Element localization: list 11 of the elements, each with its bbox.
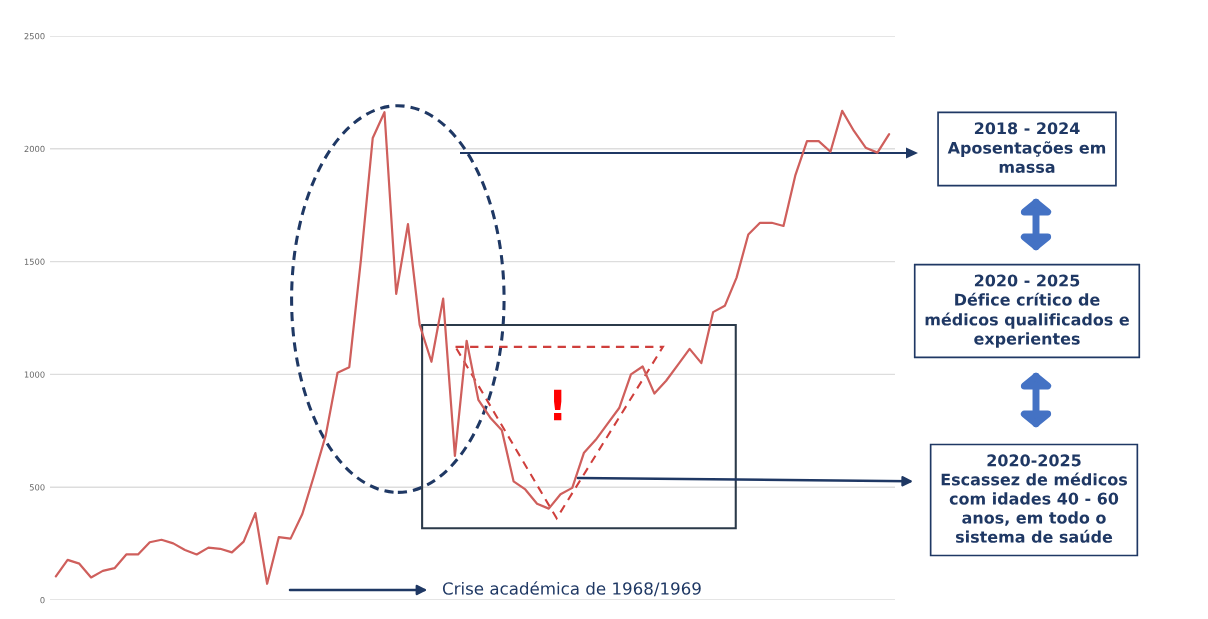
text: 2020-2025 Escassez de médicos com idades 40 - 60 anos, em todo o sistema de saúde bbox=[941, 454, 1128, 543]
y-tick-label: 1500 bbox=[24, 258, 45, 265]
y-tick-label: 500 bbox=[29, 484, 45, 491]
annotation: Crise académica de 1968/1969 bbox=[442, 581, 701, 597]
annotation: ! bbox=[554, 389, 562, 421]
y-tick-label: 2500 bbox=[24, 32, 45, 40]
y-tick-label: 0 bbox=[40, 596, 45, 604]
text: 2018 - 2024 Aposentações em massa bbox=[947, 122, 1106, 173]
y-tick-label: 2000 bbox=[24, 145, 45, 153]
y-tick-label: 1000 bbox=[24, 371, 45, 378]
text: 2020 - 2025 Défice crítico de médicos qualificados e experientes bbox=[925, 274, 1129, 348]
